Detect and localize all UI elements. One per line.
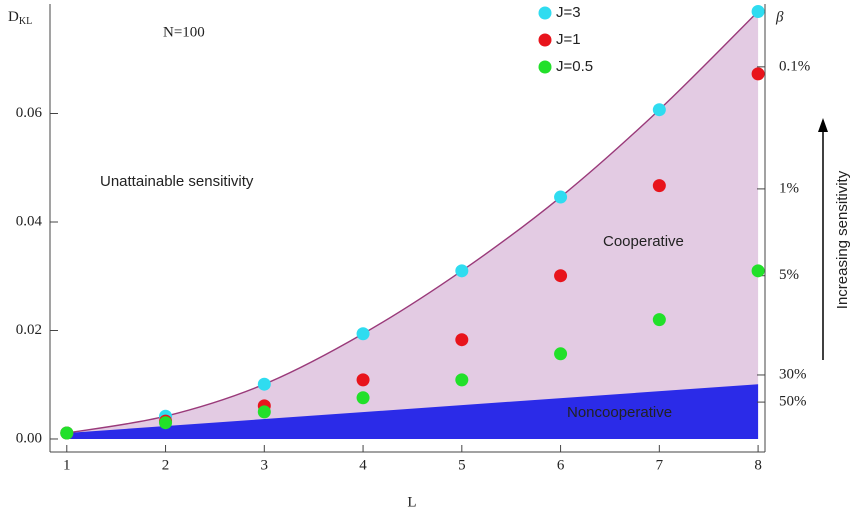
- x-tick-label: 5: [458, 457, 466, 473]
- point: [356, 373, 370, 387]
- point: [356, 391, 370, 405]
- x-tick-label: 1: [63, 457, 71, 473]
- legend-label: J=1: [556, 31, 581, 48]
- y2-axis-label: β: [775, 9, 784, 25]
- y2-tick-label: 0.1%: [779, 58, 810, 74]
- y-tick-label: 0.02: [16, 322, 42, 338]
- noncooperative-region: [66, 384, 759, 439]
- y-tick-label: 0.00: [16, 430, 42, 446]
- point: [455, 373, 469, 387]
- legend-label: J=3: [556, 4, 581, 21]
- x-tick-label: 2: [162, 457, 170, 473]
- x-axis-label: L: [407, 494, 416, 510]
- point: [455, 333, 469, 347]
- legend-swatch: [538, 60, 552, 74]
- point: [751, 5, 765, 19]
- annotation: N=100: [163, 24, 205, 40]
- y2-tick-label: 50%: [779, 394, 807, 410]
- point: [554, 190, 568, 204]
- point: [751, 264, 765, 278]
- point: [257, 377, 271, 391]
- point: [159, 416, 173, 430]
- point: [356, 327, 370, 341]
- point: [455, 264, 469, 278]
- annotation: Increasing sensitivity: [834, 170, 851, 309]
- regions: [66, 11, 759, 439]
- point: [554, 347, 568, 361]
- point: [751, 67, 765, 81]
- point: [652, 179, 666, 193]
- point: [652, 313, 666, 327]
- boundary-curve: [66, 11, 759, 434]
- x-tick-label: 8: [754, 457, 762, 473]
- y-tick-label: 0.04: [16, 213, 43, 229]
- x-tick-label: 3: [261, 457, 269, 473]
- y-label-sub: KL: [19, 16, 32, 27]
- point: [652, 103, 666, 117]
- y-label-main: D: [8, 9, 19, 25]
- arrow-head: [818, 118, 828, 132]
- y-axis-label: DKL: [8, 9, 32, 27]
- annotation: Cooperative: [603, 233, 684, 250]
- y2-tick-label: 5%: [779, 267, 799, 283]
- annotation: Unattainable sensitivity: [100, 173, 254, 190]
- cooperative-region: [66, 11, 759, 439]
- legend-label: J=0.5: [556, 58, 593, 75]
- legend-swatch: [538, 6, 552, 20]
- y2-tick-label: 30%: [779, 366, 807, 382]
- y-tick-label: 0.06: [16, 105, 43, 121]
- legend-swatch: [538, 33, 552, 47]
- x-tick-label: 4: [359, 457, 367, 473]
- point: [257, 405, 271, 419]
- annotation: Noncooperative: [567, 404, 672, 421]
- x-tick-label: 7: [656, 457, 664, 473]
- x-tick-label: 6: [557, 457, 565, 473]
- y2-tick-label: 1%: [779, 180, 799, 196]
- point: [554, 269, 568, 283]
- point: [60, 426, 74, 440]
